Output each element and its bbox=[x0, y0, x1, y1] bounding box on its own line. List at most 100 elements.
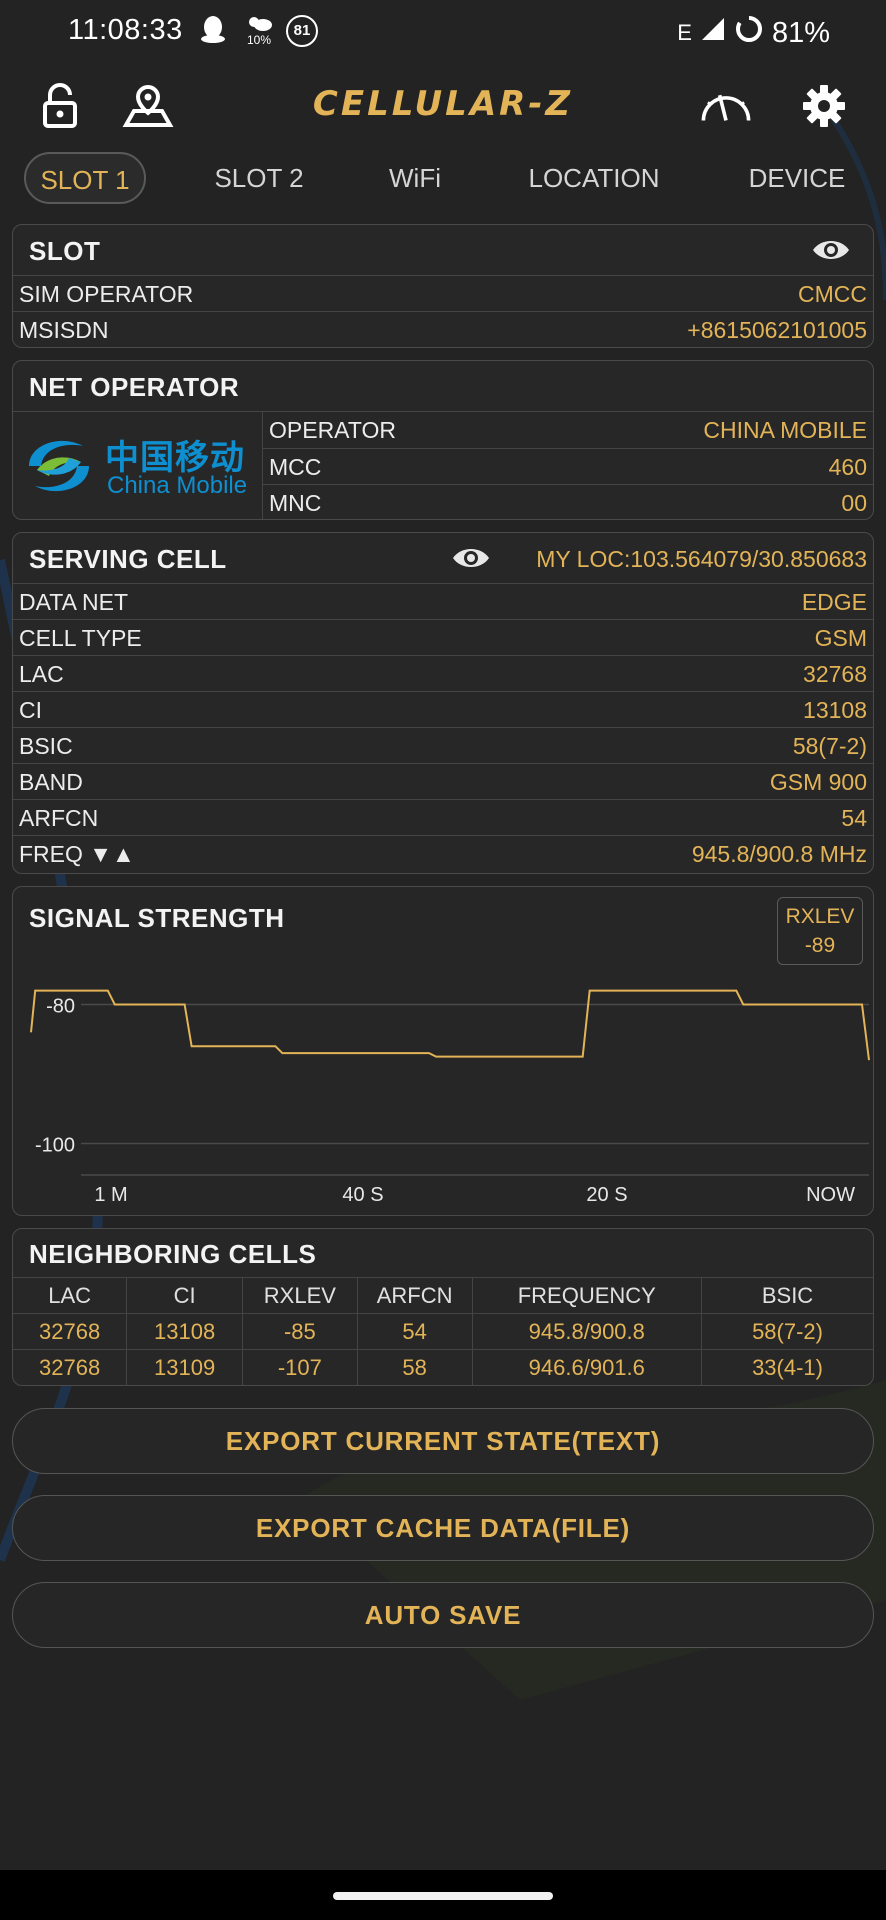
row-value: 460 bbox=[828, 454, 867, 480]
china-mobile-swirl-icon bbox=[29, 440, 89, 492]
cell-rxlev: -85 bbox=[242, 1313, 358, 1350]
slot-row-sim-operator: SIM OPERATOR CMCC bbox=[13, 275, 873, 311]
tab-slot-2[interactable]: SLOT 2 bbox=[214, 163, 304, 193]
tab-bar: SLOT 1 SLOT 2 WiFi LOCATION DEVICE bbox=[0, 148, 886, 206]
cell-lac: 32768 bbox=[13, 1313, 128, 1350]
cell-frequency: 945.8/900.8 bbox=[472, 1313, 703, 1350]
row-key: MNC bbox=[269, 490, 322, 516]
operator-row: OPERATOR CHINA MOBILE bbox=[263, 412, 873, 448]
x-tick-label: 40 S bbox=[342, 1184, 383, 1206]
serving-row-lac: LAC 32768 bbox=[13, 655, 873, 691]
serving-row-bsic: BSIC 58(7-2) bbox=[13, 727, 873, 763]
row-key: DATA NET bbox=[19, 589, 129, 615]
slot-card: SLOT SIM OPERATOR CMCC MSISDN +861506210… bbox=[12, 224, 874, 348]
row-value: CMCC bbox=[798, 281, 867, 307]
cell-rxlev: -107 bbox=[242, 1349, 358, 1385]
col-lac: LAC bbox=[13, 1277, 128, 1314]
row-key: CI bbox=[19, 697, 42, 723]
y-tick-label: -80 bbox=[46, 996, 75, 1018]
tab-device[interactable]: DEVICE bbox=[748, 163, 846, 193]
signal-icon bbox=[700, 16, 726, 50]
net-operator-card: NET OPERATOR 中国移动 China Mobile OPERATOR … bbox=[12, 360, 874, 520]
export-current-state-button[interactable]: EXPORT CURRENT STATE(TEXT) bbox=[12, 1408, 874, 1474]
x-tick-label: 1 M bbox=[94, 1184, 127, 1206]
status-bar: 11:08:33 10% 81 E 81% bbox=[0, 0, 886, 62]
row-key: CELL TYPE bbox=[19, 625, 142, 651]
eye-icon[interactable] bbox=[811, 235, 851, 270]
row-value: CHINA MOBILE bbox=[703, 417, 867, 443]
row-value: 945.8/900.8 MHz bbox=[691, 841, 867, 867]
col-ci: CI bbox=[126, 1277, 243, 1314]
settings-gear-icon[interactable] bbox=[796, 80, 852, 132]
speedometer-icon[interactable] bbox=[698, 80, 754, 132]
cell-arfcn: 54 bbox=[357, 1313, 473, 1350]
row-key: FREQ ▼▲ bbox=[19, 841, 135, 867]
serving-row-freq: FREQ ▼▲ 945.8/900.8 MHz bbox=[13, 835, 873, 871]
cell-ci: 13109 bbox=[126, 1349, 243, 1385]
row-value: 13108 bbox=[803, 697, 867, 723]
row-value: 00 bbox=[841, 490, 867, 516]
tab-wifi[interactable]: WiFi bbox=[389, 163, 441, 193]
serving-row-data-net: DATA NET EDGE bbox=[13, 583, 873, 619]
row-key: BSIC bbox=[19, 733, 73, 759]
row-key: BAND bbox=[19, 769, 83, 795]
tab-slot-1[interactable]: SLOT 1 bbox=[24, 152, 146, 204]
my-location-text: MY LOC:103.564079/30.850683 bbox=[536, 546, 867, 572]
china-mobile-logo: 中国移动 China Mobile bbox=[13, 412, 263, 519]
row-key: LAC bbox=[19, 661, 64, 687]
y-tick-label: -100 bbox=[35, 1134, 75, 1156]
qq-icon bbox=[200, 14, 226, 51]
battery-ring-icon bbox=[734, 14, 764, 52]
col-rxlev: RXLEV bbox=[242, 1277, 358, 1314]
cell-arfcn: 58 bbox=[357, 1349, 473, 1385]
weather-icon: 10% bbox=[242, 14, 276, 47]
cell-bsic: 33(4-1) bbox=[701, 1349, 873, 1385]
serving-cell-card: SERVING CELL MY LOC:103.564079/30.850683… bbox=[12, 532, 874, 874]
app-bar: CELLULAR-Z bbox=[0, 70, 886, 140]
home-gesture-handle[interactable] bbox=[333, 1892, 553, 1900]
row-value: EDGE bbox=[801, 589, 867, 615]
signal-title: SIGNAL STRENGTH bbox=[29, 903, 285, 933]
tab-location[interactable]: LOCATION bbox=[528, 163, 660, 193]
row-key: SIM OPERATOR bbox=[19, 281, 194, 307]
auto-save-button[interactable]: AUTO SAVE bbox=[12, 1582, 874, 1648]
cell-frequency: 946.6/901.6 bbox=[472, 1349, 703, 1385]
series-line-rxlev bbox=[30, 989, 870, 1061]
row-value: GSM 900 bbox=[769, 769, 867, 795]
col-arfcn: ARFCN bbox=[357, 1277, 473, 1314]
weather-percent: 10% bbox=[246, 33, 272, 47]
row-value: 32768 bbox=[803, 661, 867, 687]
col-frequency: FREQUENCY bbox=[472, 1277, 703, 1314]
row-key: OPERATOR bbox=[269, 417, 396, 443]
rxlev-badge: RXLEV -89 bbox=[777, 897, 863, 965]
signal-strength-card: SIGNAL STRENGTH RXLEV -89 -80 -100 1 M 40 S… bbox=[12, 886, 874, 1216]
eye-icon[interactable] bbox=[451, 543, 491, 578]
serving-row-cell-type: CELL TYPE GSM bbox=[13, 619, 873, 655]
cell-lac: 32768 bbox=[13, 1349, 128, 1385]
status-time: 11:08:33 bbox=[68, 14, 183, 46]
map-location-icon[interactable] bbox=[120, 80, 176, 132]
col-bsic: BSIC bbox=[701, 1277, 873, 1314]
battery-level: 81% bbox=[771, 16, 830, 49]
rxlev-label: RXLEV bbox=[785, 905, 855, 928]
table-row: 32768 13109 -107 58 946.6/901.6 33(4-1) bbox=[13, 1349, 873, 1385]
signal-chart: -80 -100 1 M 40 S 20 S NOW bbox=[30, 989, 870, 1206]
export-cache-data-button[interactable]: EXPORT CACHE DATA(FILE) bbox=[12, 1495, 874, 1561]
neighboring-title: NEIGHBORING CELLS bbox=[29, 1239, 317, 1269]
mnc-row: MNC 00 bbox=[263, 484, 873, 519]
neighboring-cells-card: NEIGHBORING CELLS LAC CI RXLEV ARFCN FRE… bbox=[12, 1228, 874, 1386]
rxlev-value: -89 bbox=[804, 934, 836, 957]
row-value: 54 bbox=[841, 805, 867, 831]
x-tick-label: NOW bbox=[806, 1184, 855, 1206]
lock-icon[interactable] bbox=[32, 80, 88, 132]
slot-title: SLOT bbox=[29, 236, 101, 266]
table-header-row: LAC CI RXLEV ARFCN FREQUENCY BSIC bbox=[13, 1277, 873, 1314]
row-value: GSM bbox=[814, 625, 867, 651]
network-type: E bbox=[677, 20, 692, 45]
row-value: 58(7-2) bbox=[792, 733, 867, 759]
navigation-bar bbox=[0, 1870, 886, 1920]
logo-text-cn: 中国移动 bbox=[105, 439, 245, 477]
cell-bsic: 58(7-2) bbox=[701, 1313, 873, 1350]
notification-count-badge: 81 bbox=[286, 15, 318, 47]
app-logo: CELLULAR-Z bbox=[312, 84, 574, 124]
